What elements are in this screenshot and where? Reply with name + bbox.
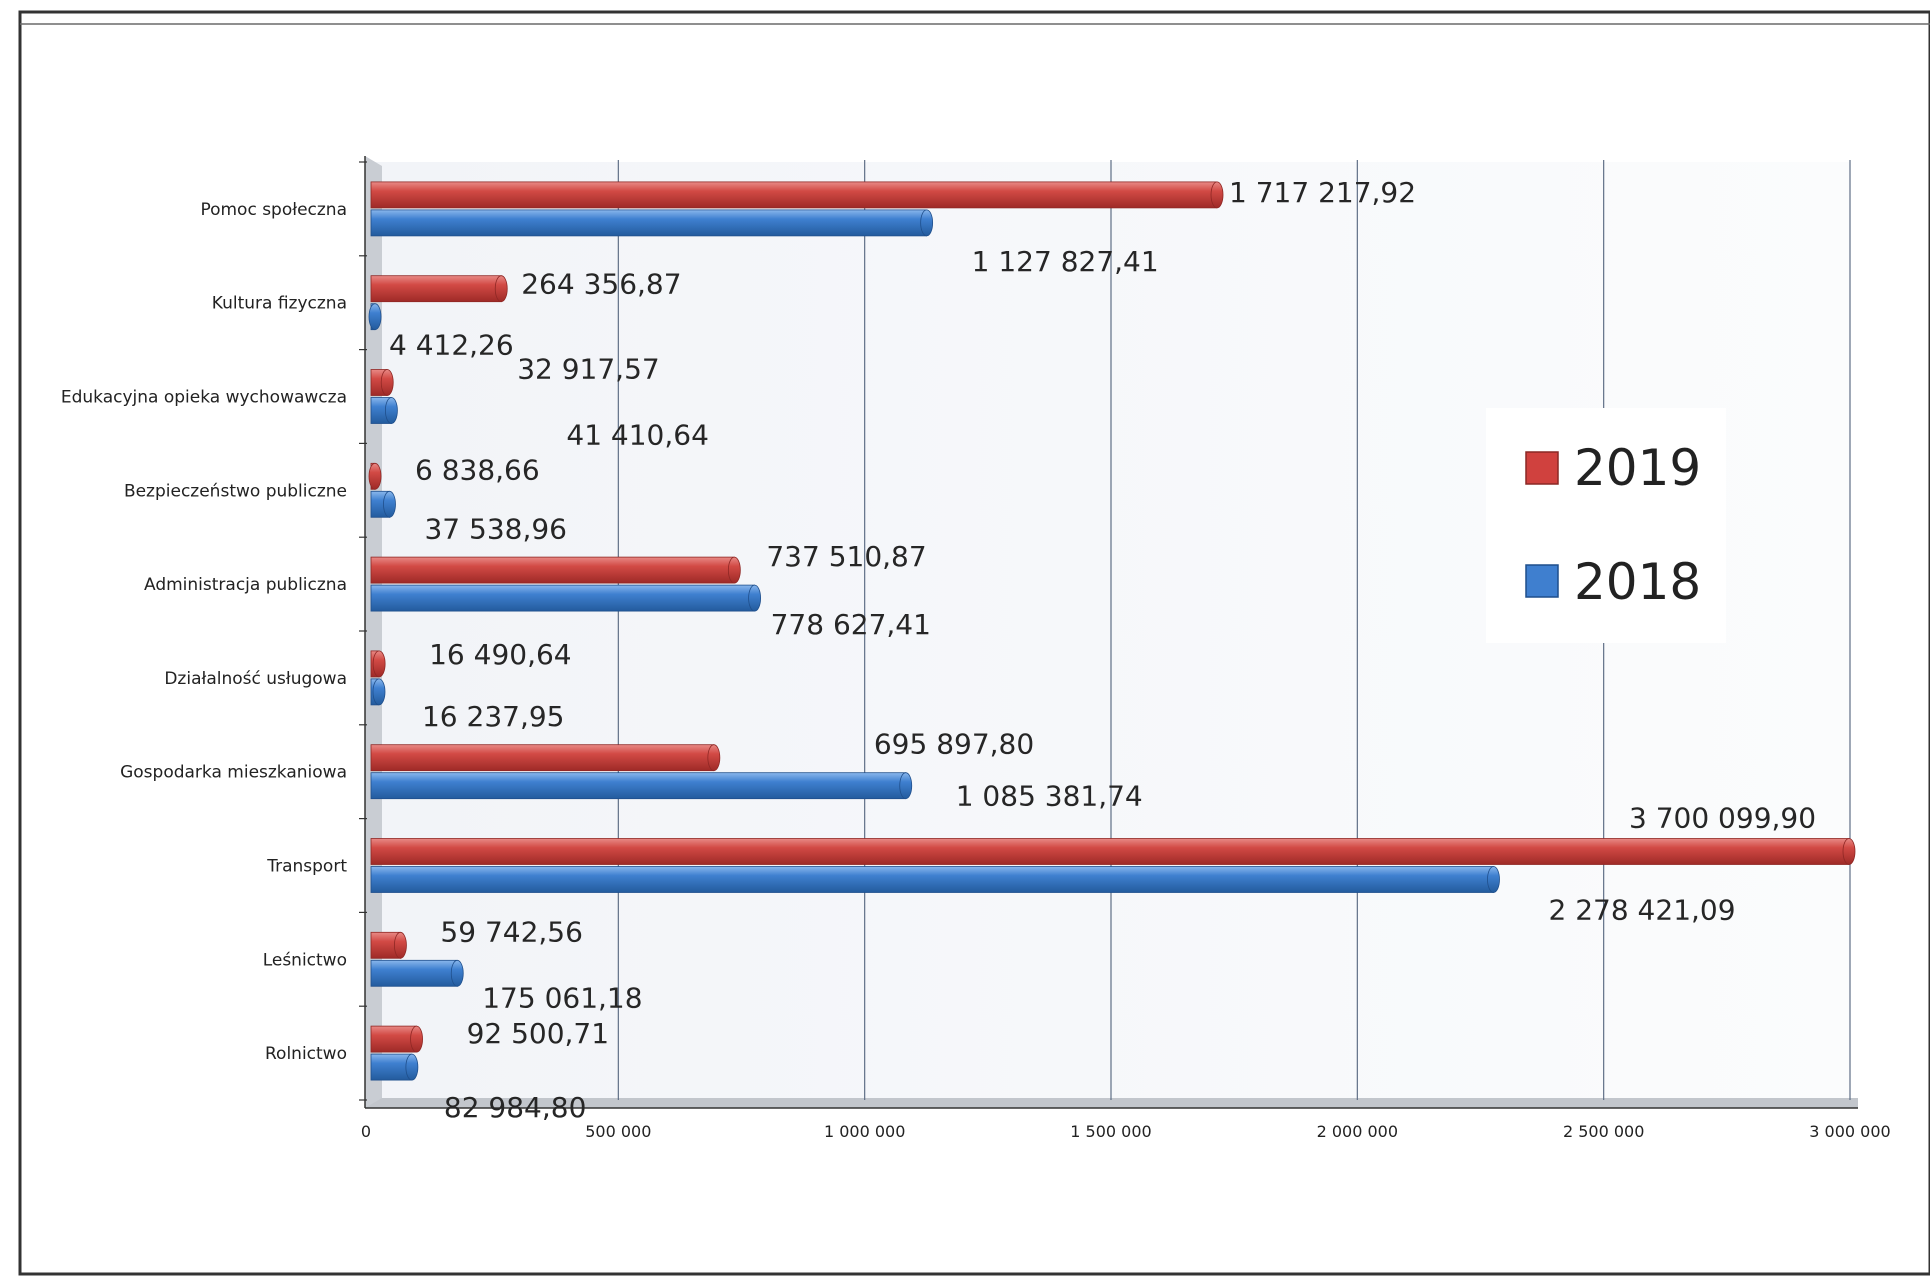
x-tick-label: 1 000 000 — [824, 1122, 905, 1141]
grid-lines — [617, 160, 1851, 1100]
data-label-2019: 1 717 217,92 — [1229, 176, 1416, 209]
data-label-2019: 92 500,71 — [467, 1017, 610, 1050]
legend-swatch-2018 — [1525, 564, 1559, 598]
bar-cap-2019 — [707, 744, 721, 772]
data-label-2018: 1 085 381,74 — [956, 780, 1143, 813]
bar-cap-2019 — [410, 1025, 423, 1053]
category-label: Rolnictwo — [265, 1044, 347, 1064]
category-label: Pomoc społeczna — [200, 200, 347, 220]
x-axis: 0 500 000 1 000 000 1 500 000 2 000 000 2 500… — [361, 1107, 1891, 1141]
bar-2019 — [370, 275, 502, 303]
bar-2019 — [370, 181, 1218, 209]
data-label-2018: 82 984,80 — [444, 1091, 587, 1124]
bar-cap-2019 — [394, 931, 407, 959]
data-label-2019: 32 917,57 — [517, 353, 660, 386]
bar-2019 — [370, 838, 1850, 865]
bar-cap-2019 — [727, 556, 741, 584]
category-label: Bezpieczeństwo publiczne — [124, 481, 347, 501]
bar-cap-2018 — [450, 959, 464, 987]
data-label-2019: 695 897,80 — [874, 728, 1034, 761]
x-tick-label: 3 000 000 — [1809, 1122, 1890, 1141]
bar-2018 — [370, 209, 928, 237]
bar-2019 — [370, 1025, 417, 1053]
data-label-2018: 175 061,18 — [482, 981, 642, 1014]
category-label: Administracja publiczna — [144, 575, 347, 595]
bar-cap-2019 — [1210, 181, 1224, 209]
legend-swatch-2019 — [1525, 451, 1559, 485]
bar-cap-2019 — [494, 275, 508, 303]
bar-2018 — [370, 772, 907, 800]
bar-labels: 1 717 217,92 1 127 827,41 264 356,874 412,… — [389, 176, 1816, 1124]
data-label-2018: 4 412,26 — [389, 329, 514, 362]
bars — [368, 181, 1856, 1081]
bar-2018 — [370, 959, 458, 987]
bar-cap-2019 — [1842, 838, 1856, 865]
x-tick-label: 2 000 000 — [1317, 1122, 1398, 1141]
data-label-2018: 37 538,96 — [424, 512, 567, 545]
data-label-2018: 41 410,64 — [566, 419, 709, 452]
category-label: Edukacyjna opieka wychowawcza — [61, 388, 347, 408]
bar-2019 — [370, 556, 735, 584]
data-label-2019: 737 510,87 — [766, 540, 926, 573]
data-label-2018: 778 627,41 — [771, 608, 931, 641]
bar-cap-2019 — [380, 369, 394, 396]
legend-label-2018: 2018 — [1574, 553, 1701, 611]
bar-cap-2018 — [383, 490, 396, 518]
bar-cap-2018 — [372, 678, 386, 706]
bar-cap-2018 — [368, 303, 382, 331]
bar-cap-2018 — [748, 584, 762, 612]
legend-label-2019: 2019 — [1574, 439, 1701, 497]
x-tick-label: 1 500 000 — [1070, 1122, 1151, 1141]
bar-cap-2019 — [372, 650, 386, 678]
bar-2019 — [370, 744, 715, 772]
data-label-2019: 16 490,64 — [429, 638, 572, 671]
bar-2018 — [370, 866, 1494, 893]
legend: 2019 2018 — [1486, 408, 1726, 643]
bar-cap-2019 — [368, 462, 382, 490]
bar-2018 — [370, 584, 756, 612]
bar-cap-2018 — [385, 397, 398, 424]
category-label: Kultura fizyczna — [212, 294, 347, 314]
x-tick-label: 0 — [361, 1122, 371, 1141]
bar-cap-2018 — [920, 209, 934, 237]
category-label: Gospodarka mieszkaniowa — [120, 763, 347, 783]
category-label: Transport — [266, 857, 347, 877]
category-label: Leśnictwo — [263, 950, 347, 970]
bar-cap-2018 — [405, 1053, 419, 1081]
legend-box — [1486, 408, 1726, 643]
bar-cap-2018 — [899, 772, 913, 800]
data-label-2019: 59 742,56 — [440, 915, 583, 948]
plot-floor — [365, 1098, 1858, 1108]
x-tick-label: 500 000 — [585, 1122, 651, 1141]
data-label-2018: 1 127 827,41 — [972, 245, 1159, 278]
data-label-2019: 3 700 099,90 — [1629, 802, 1816, 835]
bar-cap-2018 — [1487, 866, 1500, 893]
y-axis: Pomoc społeczna Kultura fizyczna Edukacyjn… — [61, 156, 367, 1108]
x-tick-label: 2 500 000 — [1563, 1122, 1644, 1141]
data-label-2018: 2 278 421,09 — [1549, 894, 1736, 927]
category-label: Działalność usługowa — [164, 669, 347, 689]
data-label-2018: 16 237,95 — [422, 700, 565, 733]
data-label-2019: 6 838,66 — [415, 453, 540, 486]
data-label-2019: 264 356,87 — [521, 268, 681, 301]
